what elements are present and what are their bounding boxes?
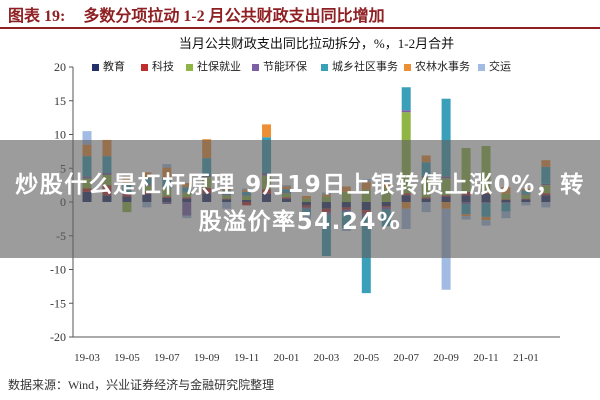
legend-label-education: 教育: [103, 61, 125, 73]
legend-item-urban-rural: 城乡社区事务: [321, 60, 398, 74]
legend-item-energy-environment: 节能环保: [252, 60, 307, 74]
legend-label-technology: 科技: [152, 61, 174, 73]
data-source-note: 数据来源：Wind，兴业证券经济与金融研究院整理: [8, 378, 275, 392]
x-tick-label: 20-01: [274, 352, 300, 364]
legend-item-technology: 科技: [141, 60, 174, 74]
bar-agriculture-water-9: [262, 124, 272, 138]
y-tick-label: -20: [50, 330, 66, 344]
axes-layer: 20151050-5-10-15-2019-0319-0519-0719-091…: [50, 60, 560, 364]
figure-header: 图表 19: 多数分项拉动 1-2 月公共财政支出同比增加: [0, 0, 600, 29]
legend-swatch-technology: [141, 63, 148, 71]
x-tick-label: 20-07: [393, 352, 419, 364]
legend-swatch-energy-environment: [252, 63, 259, 71]
legend-label-agriculture-water: 农林水事务: [415, 61, 470, 73]
legend-label-social-security: 社保就业: [197, 61, 241, 73]
x-tick-label: 20-09: [433, 352, 459, 364]
x-tick-label: 21-01: [513, 352, 539, 364]
chart-title: 当月公共财政支出同比拉动拆分，%，1-2月合并: [178, 36, 455, 51]
figure-title: 多数分项拉动 1-2 月公共财政支出同比增加: [83, 7, 385, 25]
legend-item-agriculture-water: 农林水事务: [404, 60, 470, 74]
y-tick-label: -15: [50, 296, 66, 310]
x-tick-label: 19-09: [194, 352, 220, 364]
legend-item-social-security: 社保就业: [186, 60, 241, 74]
x-tick-label: 19-05: [114, 352, 140, 364]
overlay-banner: 炒股什么是杠杆原理 9月19日上银转债上涨0%，转 股溢价率54.24%: [0, 140, 600, 258]
legend-swatch-transport: [478, 63, 485, 71]
legend-swatch-social-security: [186, 63, 193, 71]
overlay-headline-line-1: 炒股什么是杠杆原理 9月19日上银转债上涨0%，转: [15, 171, 585, 198]
legend-label-urban-rural: 城乡社区事务: [332, 61, 398, 73]
chart-legend: 教育 科技 社保就业 节能环保 城乡社区事务 农林水事务 交运: [0, 60, 600, 74]
x-tick-label: 19-07: [154, 352, 180, 364]
x-tick-label: 19-11: [234, 352, 259, 364]
y-tick-label: 15: [54, 94, 66, 108]
x-tick-label: 20-03: [314, 352, 340, 364]
y-tick-label: 20: [54, 60, 66, 74]
legend-swatch-education: [92, 63, 99, 71]
y-tick-label: 10: [54, 128, 66, 142]
legend-item-transport: 交运: [478, 60, 511, 74]
figure-label: 图表 19:: [8, 7, 66, 25]
bar-urban-rural-16: [401, 87, 411, 111]
bar-energy-environment-16: [401, 110, 411, 113]
x-tick-label: 19-03: [74, 352, 100, 364]
overlay-headline-line-2: 股溢价率54.24%: [198, 208, 402, 235]
y-tick-label: -10: [50, 263, 66, 277]
bar-transport-0: [82, 131, 92, 145]
legend-item-education: 教育: [92, 60, 125, 74]
legend-label-transport: 交运: [489, 61, 511, 73]
legend-label-energy-environment: 节能环保: [263, 61, 307, 73]
x-tick-label: 20-05: [353, 352, 379, 364]
legend-swatch-agriculture-water: [404, 63, 411, 71]
x-tick-label: 20-11: [473, 352, 498, 364]
bar-urban-rural-18: [441, 98, 451, 177]
legend-swatch-urban-rural: [321, 63, 328, 71]
